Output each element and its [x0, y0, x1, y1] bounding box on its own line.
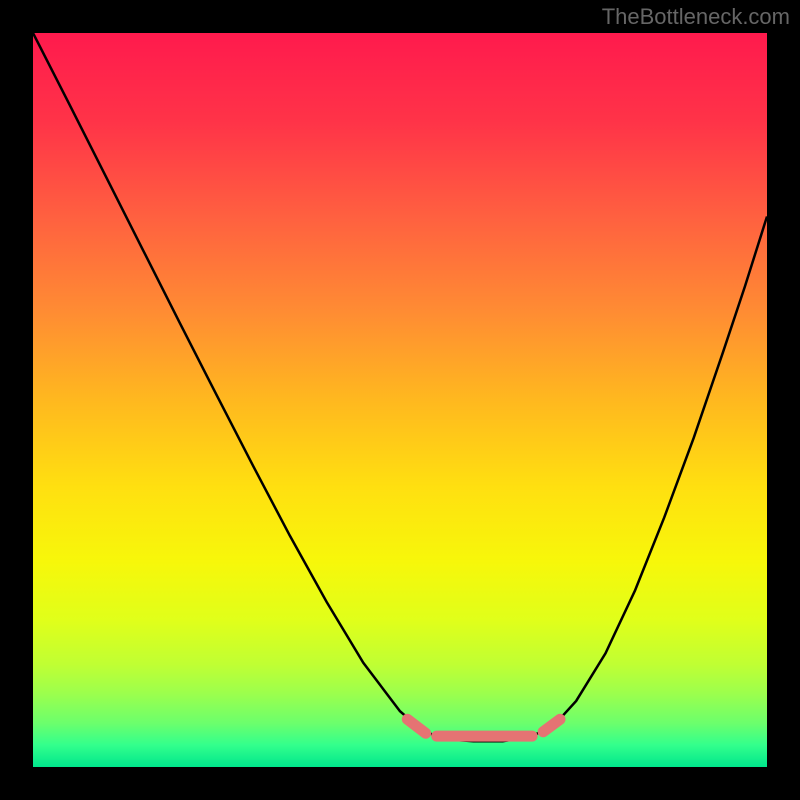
bottom-marker-segment	[407, 719, 425, 733]
chart-svg	[33, 33, 767, 767]
watermark-text: TheBottleneck.com	[602, 4, 790, 30]
plot-area	[33, 33, 767, 767]
bottom-marker-segment	[543, 719, 560, 731]
main-curve	[33, 33, 767, 741]
chart-container: TheBottleneck.com	[0, 0, 800, 800]
